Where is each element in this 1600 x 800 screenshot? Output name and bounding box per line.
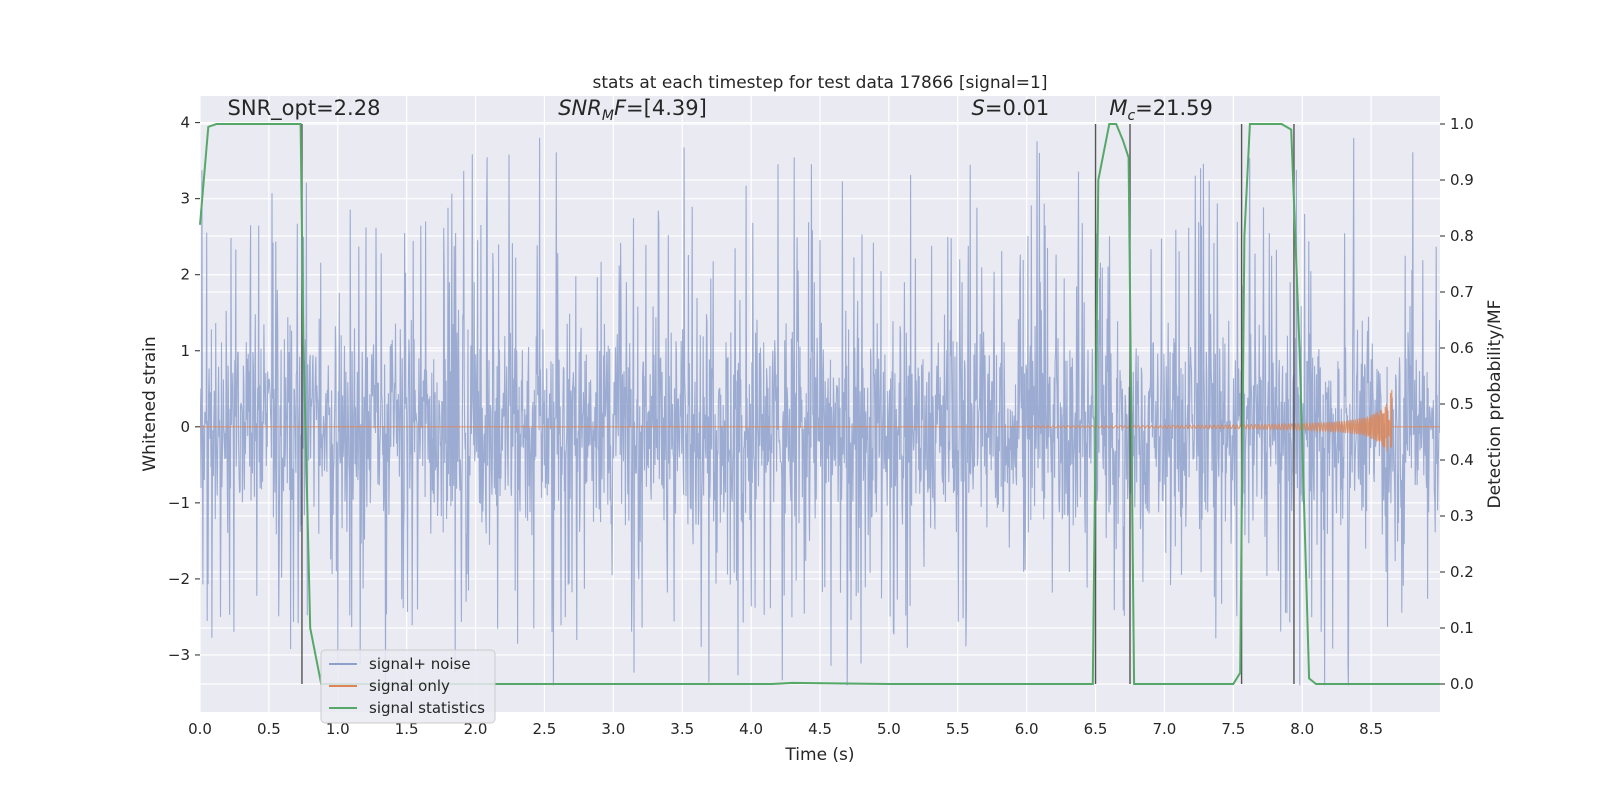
- x-tick-3: 1.5: [395, 720, 419, 738]
- series-signal-statistics: [199, 123, 1440, 685]
- x-tick-4: 2.0: [464, 720, 488, 738]
- y-right-tick-labels: 0.0 0.1 0.2 0.3 0.4 0.5 0.6 0.7 0.8 0.9 1.0: [1440, 115, 1474, 693]
- signal-noise-line: [200, 137, 1440, 686]
- x-tick-labels: 0.0 0.5 1.0 1.5 2.0 2.5 3.0 3.5 4.0 4.5 5.0 5.5 6.0 6…: [188, 720, 1383, 738]
- snr-mf-subscript: M: [602, 108, 614, 124]
- yr-tick-9: 0.9: [1450, 171, 1474, 189]
- mc-subscript: c: [1127, 108, 1135, 124]
- x-tick-14: 7.0: [1153, 720, 1177, 738]
- signal-only-line: [200, 389, 1440, 452]
- series-signal-noise: [200, 137, 1440, 686]
- x-tick-1: 0.5: [257, 720, 281, 738]
- x-tick-8: 4.0: [739, 720, 763, 738]
- yl-tick-7: 4: [180, 114, 190, 132]
- annotation-s: S=0.01: [972, 96, 1050, 120]
- signal-statistics-line: [199, 123, 1440, 685]
- yr-tick-6: 0.6: [1450, 339, 1474, 357]
- x-tick-10: 5.0: [877, 720, 901, 738]
- y-left-tick-labels: −3 −2 −1 0 1 2 3 4: [168, 114, 200, 664]
- yr-tick-2: 0.2: [1450, 563, 1474, 581]
- yl-tick-1: −2: [168, 570, 190, 588]
- y-left-axis-label: Whitened strain: [140, 336, 160, 471]
- legend-label-signal-only: signal only: [369, 677, 450, 695]
- yr-tick-5: 0.5: [1450, 395, 1474, 413]
- legend-label-signal-noise: signal+ noise: [369, 655, 471, 673]
- yr-tick-7: 0.7: [1450, 283, 1474, 301]
- y-right-axis-label: Detection probability/MF: [1485, 300, 1505, 509]
- yl-tick-2: −1: [168, 494, 190, 512]
- snr-mf-mid: F=: [614, 96, 644, 120]
- yr-tick-3: 0.3: [1450, 507, 1474, 525]
- yl-tick-4: 1: [180, 342, 190, 360]
- yr-tick-0: 0.0: [1450, 675, 1474, 693]
- legend-box: [320, 649, 496, 724]
- annotation-mc: Mc=21.59: [1109, 96, 1213, 124]
- yr-tick-10: 1.0: [1450, 115, 1474, 133]
- yl-tick-6: 3: [180, 190, 190, 208]
- x-tick-15: 7.5: [1221, 720, 1245, 738]
- x-tick-16: 8.0: [1290, 720, 1314, 738]
- s-value: =0.01: [985, 96, 1049, 120]
- snr-mf-symbol: SNR: [558, 96, 602, 120]
- yr-tick-1: 0.1: [1450, 619, 1474, 637]
- legend: signal+ noise signal only signal statist…: [320, 649, 496, 724]
- x-tick-13: 6.5: [1084, 720, 1108, 738]
- yr-tick-4: 0.4: [1450, 451, 1474, 469]
- annotation-snr-opt: SNR_opt=2.28: [228, 96, 381, 121]
- x-tick-11: 5.5: [946, 720, 970, 738]
- s-symbol: S: [972, 96, 985, 120]
- x-axis-label: Time (s): [784, 745, 854, 765]
- x-tick-6: 3.0: [601, 720, 625, 738]
- x-tick-5: 2.5: [533, 720, 557, 738]
- snr-mf-value: [4.39]: [644, 96, 707, 120]
- x-tick-9: 4.5: [808, 720, 832, 738]
- yl-tick-3: 0: [180, 418, 190, 436]
- x-tick-2: 1.0: [326, 720, 350, 738]
- x-tick-7: 3.5: [670, 720, 694, 738]
- mc-value: =21.59: [1135, 96, 1213, 120]
- series-signal-only: [200, 389, 1440, 452]
- yl-tick-5: 2: [180, 266, 190, 284]
- x-tick-0: 0.0: [188, 720, 212, 738]
- mc-symbol: M: [1109, 96, 1127, 120]
- annotation-snr-mf: SNRMF=[4.39]: [558, 96, 707, 124]
- yr-tick-8: 0.8: [1450, 227, 1474, 245]
- x-tick-12: 6.0: [1015, 720, 1039, 738]
- yl-tick-0: −3: [168, 646, 190, 664]
- legend-label-signal-statistics: signal statistics: [369, 699, 485, 717]
- x-tick-17: 8.5: [1359, 720, 1383, 738]
- chart-title: stats at each timestep for test data 178…: [593, 73, 1048, 93]
